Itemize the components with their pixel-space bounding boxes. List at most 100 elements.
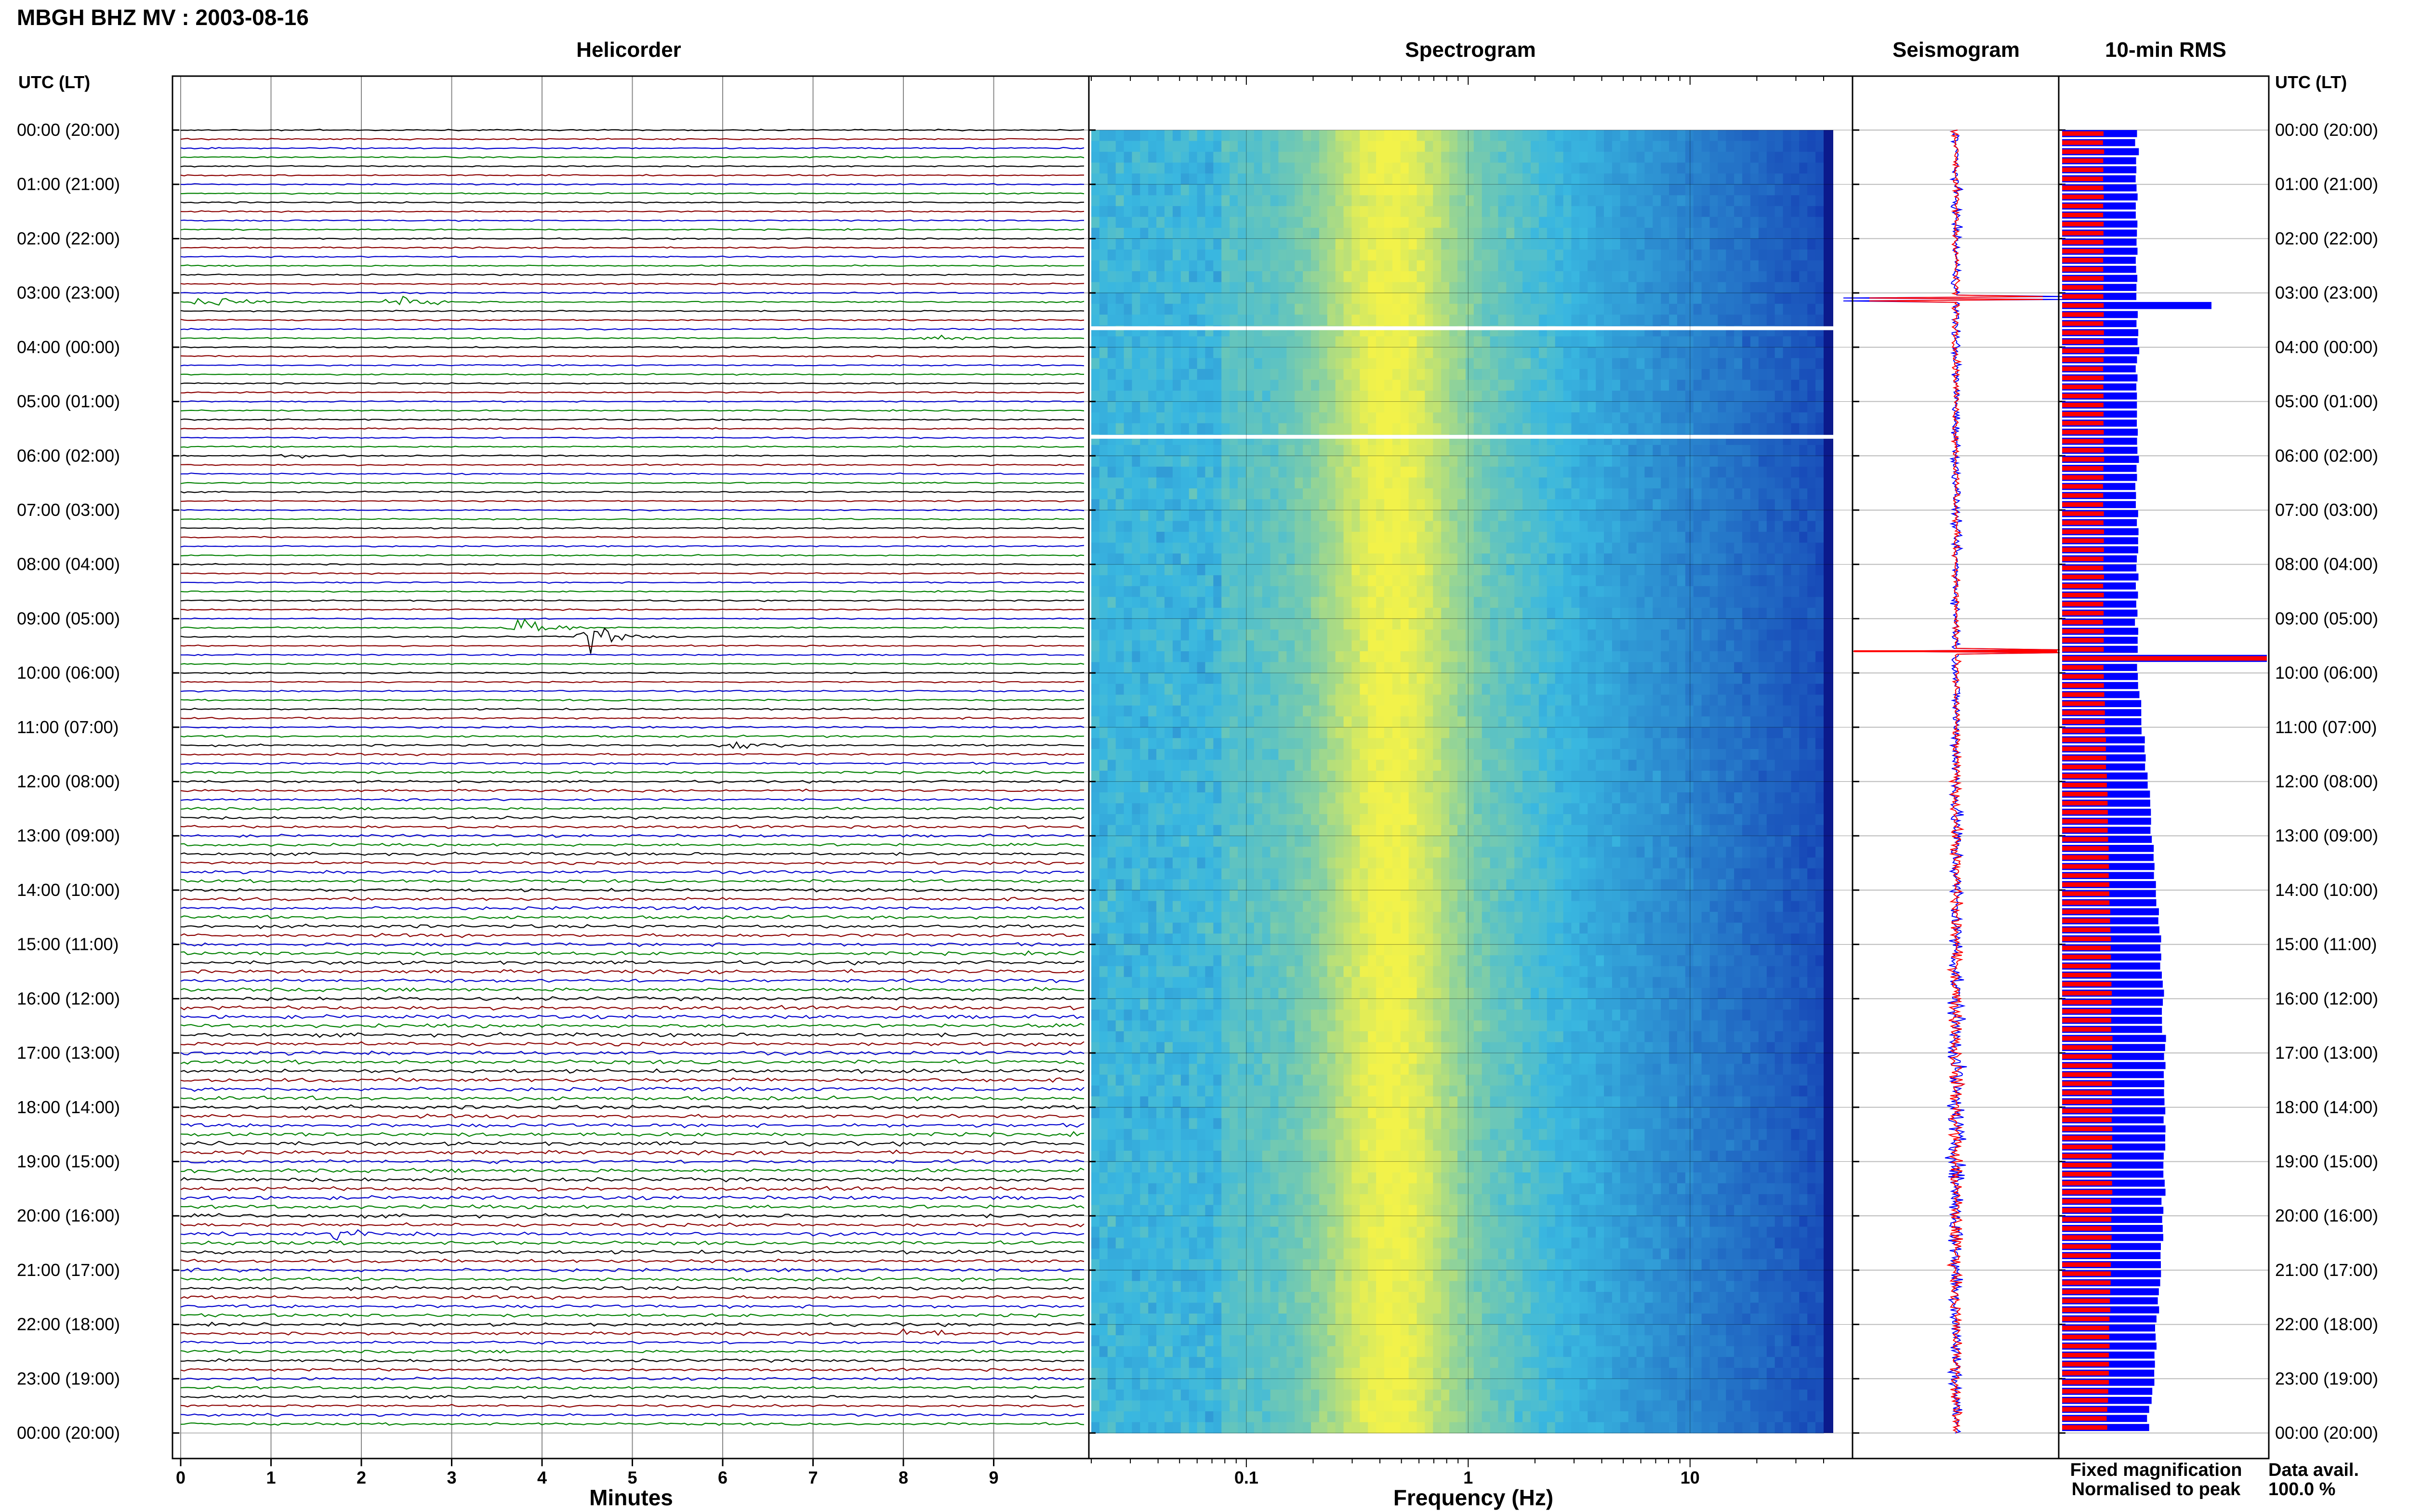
spectrogram-cell [1172, 368, 1181, 380]
spectrogram-cell [1099, 173, 1108, 185]
spectrogram-cell [1750, 412, 1759, 424]
spectrogram-cell [1230, 130, 1238, 142]
spectrogram-cell [1091, 195, 1100, 207]
spectrogram-cell [1661, 477, 1669, 489]
spectrogram-cell [1718, 217, 1726, 228]
spectrogram-cell [1677, 488, 1686, 500]
spectrogram-cell [1791, 618, 1800, 630]
spectrogram-cell [1449, 271, 1458, 283]
spectrogram-cell [1498, 130, 1507, 142]
spectrogram-cell [1636, 162, 1645, 174]
spectrogram-cell [1718, 542, 1726, 554]
spectrogram-cell [1376, 456, 1385, 467]
spectrogram-cell [1449, 510, 1458, 522]
spectrogram-cell [1107, 336, 1116, 348]
spectrogram-cell [1604, 195, 1613, 207]
spectrogram-cell [1726, 358, 1734, 369]
spectrogram-cell [1400, 597, 1409, 608]
spectrogram-cell [1555, 445, 1564, 456]
spectrogram-cell [1750, 130, 1759, 142]
spectrogram-cell [1140, 532, 1149, 543]
spectrogram-cell [1091, 705, 1100, 717]
spectrogram-cell [1799, 542, 1808, 554]
spectrogram-cell [1555, 206, 1564, 217]
spectrogram-cell [1303, 629, 1311, 641]
spectrogram-cell [1498, 282, 1507, 293]
spectrogram-cell [1254, 488, 1263, 500]
spectrogram-cell [1213, 607, 1222, 619]
spectrogram-cell [1238, 445, 1246, 456]
spectrogram-cell [1180, 651, 1190, 663]
spectrogram-cell [1205, 293, 1214, 304]
spectrogram-cell [1124, 217, 1133, 228]
spectrogram-cell [1205, 282, 1214, 293]
spectrogram-cell [1165, 705, 1173, 717]
spectrogram-cell [1742, 575, 1751, 587]
spectrogram-cell [1115, 607, 1125, 619]
spectrogram-cell [1636, 423, 1645, 434]
spectrogram-cell [1165, 521, 1173, 532]
spectrogram-cell [1343, 141, 1352, 152]
spectrogram-cell [1368, 542, 1377, 554]
spectrogram-cell [1774, 250, 1784, 261]
spectrogram-cell [1416, 336, 1426, 348]
spectrogram-cell [1433, 466, 1442, 478]
spectrogram-cell [1604, 184, 1613, 196]
spectrogram-cell [1531, 629, 1539, 641]
spectrogram-cell [1091, 152, 1100, 163]
spectrogram-cell [1620, 586, 1629, 597]
spectrogram-cell [1124, 152, 1133, 163]
spectrogram-cell [1449, 564, 1458, 576]
spectrogram-cell [1531, 597, 1539, 608]
spectrogram-cell [1774, 445, 1784, 456]
spectrogram-cell [1644, 553, 1653, 565]
spectrogram-cell [1555, 564, 1564, 576]
spectrogram-cell [1750, 423, 1759, 434]
spectrogram-cell [1295, 315, 1303, 326]
spectrogram-cell [1132, 412, 1140, 424]
spectrogram-cell [1799, 456, 1808, 467]
spectrogram-cell [1588, 466, 1596, 478]
spectrogram-cell [1238, 564, 1246, 576]
spectrogram-cell [1270, 152, 1279, 163]
spectrogram-cell [1653, 477, 1661, 489]
spectrogram-cell [1433, 336, 1442, 348]
spectrogram-cell [1726, 238, 1734, 250]
spectrogram-cell [1115, 141, 1125, 152]
spectrogram-cell [1213, 510, 1222, 522]
spectrogram-cell [1295, 542, 1303, 554]
spectrogram-cell [1734, 499, 1743, 511]
spectrogram-cell [1433, 456, 1442, 467]
spectrogram-cell [1473, 542, 1482, 554]
spectrogram-cell [1709, 412, 1719, 424]
spectrogram-cell [1726, 162, 1734, 174]
spectrogram-cell [1189, 195, 1198, 207]
spectrogram-cell [1661, 282, 1669, 293]
spectrogram-cell [1238, 532, 1246, 543]
spectrogram-cell [1115, 466, 1125, 478]
helicorder-trace [180, 436, 1085, 439]
spectrogram-cell [1165, 293, 1173, 304]
spectrogram-cell [1295, 662, 1303, 673]
spectrogram-cell [1742, 553, 1751, 565]
spectrogram-cell [1351, 597, 1360, 608]
spectrogram-cell [1376, 477, 1385, 489]
spectrogram-cell [1400, 260, 1409, 272]
spectrogram-cell [1766, 477, 1775, 489]
spectrogram-cell [1400, 575, 1409, 587]
spectrogram-cell [1165, 152, 1173, 163]
spectrogram-cell [1278, 640, 1287, 652]
spectrogram-cell [1766, 141, 1775, 152]
spectrogram-cell [1482, 629, 1491, 641]
spectrogram-cell [1490, 607, 1499, 619]
spectrogram-cell [1230, 532, 1238, 543]
spectrogram-cell [1408, 695, 1417, 706]
spectrogram-cell [1107, 695, 1116, 706]
spectrogram-cell [1278, 423, 1287, 434]
spectrogram-cell [1563, 336, 1572, 348]
spectrogram-cell [1799, 629, 1808, 641]
spectrogram-cell [1230, 391, 1238, 402]
spectrogram-cell [1718, 510, 1726, 522]
spectrogram-cell [1189, 695, 1198, 706]
spectrogram-cell [1408, 532, 1417, 543]
